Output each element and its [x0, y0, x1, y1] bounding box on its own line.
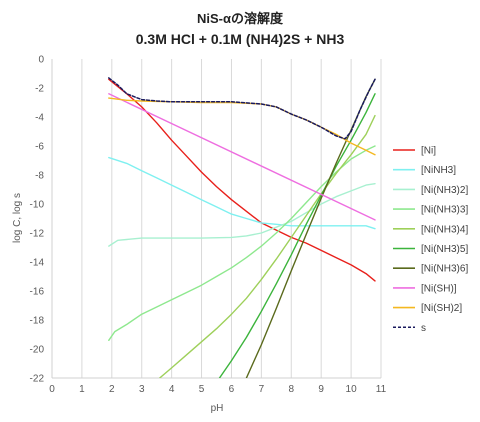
x-tick-label: 3 — [139, 384, 145, 395]
series-line-ni-sh — [108, 93, 376, 221]
x-tick-label: 11 — [376, 384, 387, 395]
x-tick-label: 7 — [259, 384, 265, 395]
y-tick-label: -4 — [35, 113, 44, 124]
series-line-ninh3 — [108, 156, 376, 230]
series-line-ni — [108, 78, 376, 282]
x-tick-label: 2 — [109, 384, 115, 395]
y-tick-label: -18 — [30, 316, 45, 327]
legend-label: [Ni(SH)2] — [421, 303, 462, 314]
y-tick-label: -8 — [35, 171, 44, 182]
series-line-ni-sh-2 — [108, 97, 376, 156]
y-tick-label: -12 — [30, 229, 45, 240]
y-axis-label: log C, log s — [12, 193, 23, 243]
legend-label: [NiNH3] — [421, 165, 456, 176]
series-line-ni-nh3-5 — [218, 93, 376, 378]
y-tick-label: -16 — [30, 287, 45, 298]
legend-label: [Ni(NH3)3] — [421, 205, 468, 216]
y-tick-label: -6 — [35, 142, 44, 153]
y-tick-label: 0 — [38, 55, 44, 66]
chart-subtitle: 0.3M HCl + 0.1M (NH4)2S + NH3 — [135, 31, 345, 47]
chart-title: NiS-αの溶解度 — [197, 11, 283, 26]
y-tick-label: -22 — [30, 374, 45, 385]
series-line-ni-nh3-6 — [245, 78, 376, 378]
x-tick-label: 9 — [318, 384, 324, 395]
grid-lines — [81, 59, 382, 378]
x-tick-label: 8 — [288, 384, 294, 395]
x-tick-label: 4 — [169, 384, 175, 395]
y-tick-label: -20 — [30, 345, 45, 356]
series-line-s — [108, 77, 376, 140]
series-line-ni-nh3-2 — [108, 183, 376, 247]
legend-label: [Ni(NH3)4] — [421, 224, 468, 235]
axes: 0 1 2 3 4 5 6 7 8 9 10 11 0 -2 -4 -6 -8 -10 -12 -14 -16 -18 -2… — [30, 55, 387, 396]
legend-label: [Ni(SH)] — [421, 283, 457, 294]
x-tick-label: 6 — [229, 384, 235, 395]
legend-label: s — [421, 323, 426, 334]
x-tick-label: 5 — [199, 384, 205, 395]
legend: [Ni] [NiNH3] [Ni(NH3)2] [Ni(NH3)3] [Ni(NH3)4… — [393, 146, 468, 334]
y-tick-label: -2 — [35, 84, 44, 95]
series-line-ni-nh3-4 — [159, 114, 376, 378]
legend-label: [Ni(NH3)2] — [421, 185, 468, 196]
x-tick-label: 1 — [79, 384, 85, 395]
x-axis-label: pH — [211, 403, 224, 414]
y-tick-label: -14 — [30, 258, 45, 269]
x-tick-label: 10 — [346, 384, 358, 395]
legend-label: [Ni(NH3)6] — [421, 264, 468, 275]
x-tick-label: 0 — [49, 384, 55, 395]
y-tick-label: -10 — [30, 200, 45, 211]
series-line-ni-nh3-3 — [108, 145, 376, 341]
series-lines — [108, 77, 376, 378]
legend-label: [Ni] — [421, 146, 436, 157]
legend-label: [Ni(NH3)5] — [421, 244, 468, 255]
